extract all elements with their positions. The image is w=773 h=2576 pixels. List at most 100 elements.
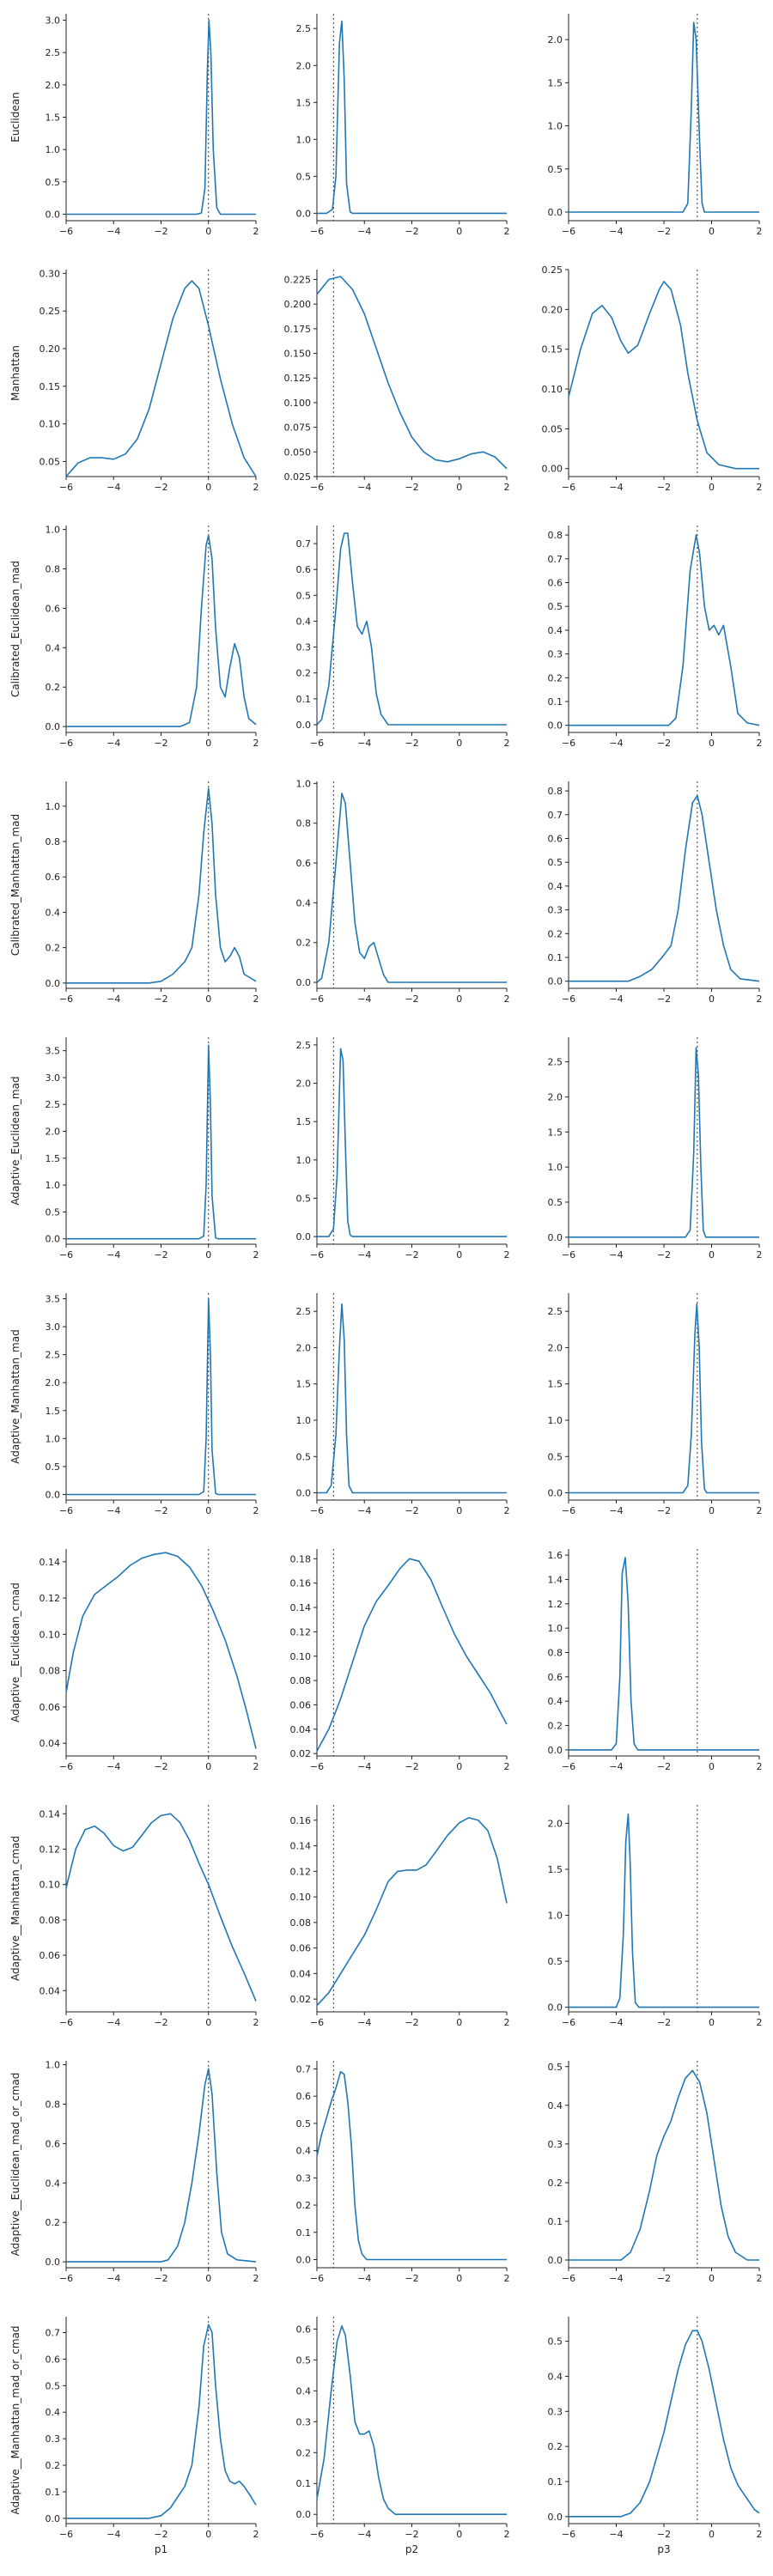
- y-tick-label: 1.5: [46, 1406, 61, 1417]
- x-tick-label: −2: [154, 482, 167, 493]
- row-label: Calibrated_Manhattan_mad: [9, 814, 21, 956]
- y-tick-label: 3.5: [46, 1294, 61, 1305]
- density-panel: −6 −4 −2 0 2 0.0 0.5 1.0 1.5 2.0 2.5: [296, 1037, 510, 1261]
- x-tick-label: −6: [562, 2273, 575, 2284]
- x-tick-label: −4: [609, 1761, 623, 1772]
- y-tick-label: 2.0: [296, 60, 312, 71]
- panel-row: Calibrated_Manhattan_mad −6 −4 −2 0 2 0.0 0.2 0.…: [9, 778, 763, 1005]
- x-tick-label: −4: [609, 993, 623, 1005]
- x-tick-label: −2: [154, 1505, 167, 1516]
- x-tick-label: −6: [59, 2273, 73, 2284]
- y-tick-label: 0.8: [548, 786, 563, 797]
- x-tick-label: 2: [253, 993, 259, 1005]
- x-tick-label: −6: [59, 1505, 73, 1516]
- density-panel: −6 −4 −2 0 2 0.0 0.1 0.2 0.3 0.4 0.5 0.6 0.7: [296, 526, 510, 749]
- y-tick-label: 1.0: [46, 2060, 61, 2071]
- x-tick-label: 2: [504, 2529, 510, 2540]
- x-tick-label: 0: [205, 226, 211, 237]
- x-tick-label: 0: [709, 482, 715, 493]
- y-tick-label: 0.20: [542, 304, 563, 315]
- y-tick-label: 0.6: [548, 1672, 563, 1683]
- x-tick-label: −4: [357, 2017, 371, 2028]
- y-tick-label: 0.6: [548, 577, 563, 588]
- y-tick-label: 0.0: [46, 721, 61, 732]
- y-tick-label: 0.15: [40, 381, 61, 392]
- y-tick-label: 0.100: [284, 398, 312, 409]
- y-tick-label: 2.5: [46, 47, 61, 58]
- x-tick-label: −2: [154, 226, 167, 237]
- x-tick-label: 2: [757, 1761, 763, 1772]
- y-tick-label: 0.5: [46, 1206, 61, 1218]
- column-label: p2: [405, 2543, 418, 2555]
- x-tick-label: 0: [205, 2529, 211, 2540]
- x-tick-label: 2: [504, 2017, 510, 2028]
- x-tick-label: −4: [107, 226, 120, 237]
- density-panel: −6 −4 −2 0 2 0.0 0.1 0.2 0.3 0.4 0.5 0.6 0.7 0.8: [548, 526, 763, 749]
- y-tick-label: 0.6: [46, 2354, 61, 2365]
- x-tick-label: −4: [357, 1249, 371, 1261]
- x-tick-label: −4: [107, 1249, 120, 1261]
- y-tick-label: 1.6: [548, 1550, 563, 1561]
- x-tick-label: 2: [504, 482, 510, 493]
- y-tick-label: 0.18: [290, 1553, 312, 1564]
- y-tick-label: 0.06: [40, 1950, 61, 1961]
- density-panel: −6 −4 −2 0 2 0.0 0.5 1.0 1.5 2.0 2.5: [548, 1037, 763, 1261]
- y-tick-label: 0.10: [40, 1629, 61, 1640]
- x-tick-label: −6: [310, 1761, 324, 1772]
- x-tick-label: 2: [504, 1761, 510, 1772]
- y-tick-label: 0.06: [40, 1702, 61, 1713]
- y-tick-label: 2.5: [296, 1306, 312, 1317]
- x-tick-label: −4: [107, 738, 120, 749]
- y-tick-label: 0.1: [46, 2487, 61, 2498]
- row-label: Manhattan: [9, 345, 21, 401]
- y-tick-label: 0.2: [296, 668, 312, 679]
- x-tick-label: −2: [405, 1761, 418, 1772]
- row-label: Adaptive__Manhattan_mad_or_cmad: [9, 2326, 21, 2515]
- y-tick-label: 0.04: [290, 1724, 312, 1735]
- y-tick-label: 0.5: [296, 2354, 312, 2366]
- y-tick-label: 1.0: [296, 1415, 312, 1426]
- x-tick-label: −2: [405, 1249, 418, 1261]
- y-tick-label: 0.025: [284, 471, 312, 483]
- panel-row: Adaptive__Euclidean_cmad −6 −4 −2 0 2 0.04 0.06…: [9, 1549, 763, 1772]
- density-panel: −6 −4 −2 0 2 0.0 0.5 1.0 1.5 2.0: [548, 14, 763, 237]
- y-tick-label: 0.0: [548, 976, 563, 987]
- x-tick-label: 0: [709, 1505, 715, 1516]
- density-curve: [317, 20, 507, 215]
- y-tick-label: 0.00: [542, 464, 563, 475]
- y-tick-label: 3.0: [46, 1321, 61, 1333]
- x-tick-label: 2: [757, 226, 763, 237]
- x-tick-label: 2: [253, 2273, 259, 2284]
- y-tick-label: 0.2: [46, 943, 61, 954]
- y-tick-label: 0.04: [290, 1968, 312, 1979]
- x-tick-label: −4: [609, 2529, 623, 2540]
- density-curve: [569, 1813, 759, 2008]
- y-tick-label: 2.0: [46, 80, 61, 91]
- x-tick-label: −4: [107, 1505, 120, 1516]
- y-tick-label: 0.6: [296, 2324, 312, 2335]
- y-tick-label: 0.0: [46, 2513, 61, 2524]
- row-label: Adaptive_Manhattan_mad: [9, 1329, 21, 1463]
- x-tick-label: 0: [709, 738, 715, 749]
- density-panel: −6 −4 −2 0 2 0.04 0.06 0.08 0.10 0.12 0.14: [40, 1549, 259, 1772]
- y-tick-label: 1.5: [296, 97, 312, 108]
- panel-row: Calibrated_Euclidean_mad −6 −4 −2 0 2 0.0 0.2 0.…: [9, 525, 763, 749]
- density-panel: −6 −4 −2 0 2 0.0 0.2 0.4 0.6 0.8 1.0: [46, 2060, 259, 2284]
- y-tick-label: 1.0: [46, 144, 61, 155]
- x-tick-label: −4: [107, 993, 120, 1005]
- y-tick-label: 0.1: [548, 2216, 563, 2227]
- y-tick-label: 0.2: [548, 1721, 563, 1732]
- x-tick-label: −4: [357, 2273, 371, 2284]
- density-panel: −6 −4 −2 0 2 0.0 0.5 1.0 1.5 2.0 2.5 3.0: [46, 14, 259, 237]
- x-tick-label: −6: [310, 1249, 324, 1261]
- y-tick-label: 0.10: [290, 1892, 312, 1903]
- y-tick-label: 0.2: [46, 2217, 61, 2228]
- y-tick-label: 2.0: [296, 1342, 312, 1353]
- density-curve: [316, 1817, 508, 2007]
- y-tick-label: 0.1: [296, 2478, 312, 2489]
- x-tick-label: 0: [709, 2529, 715, 2540]
- y-tick-label: 2.0: [296, 1078, 312, 1090]
- density-curve: [569, 1303, 759, 1494]
- y-tick-label: 0.6: [46, 872, 61, 883]
- x-tick-label: −2: [154, 2017, 167, 2028]
